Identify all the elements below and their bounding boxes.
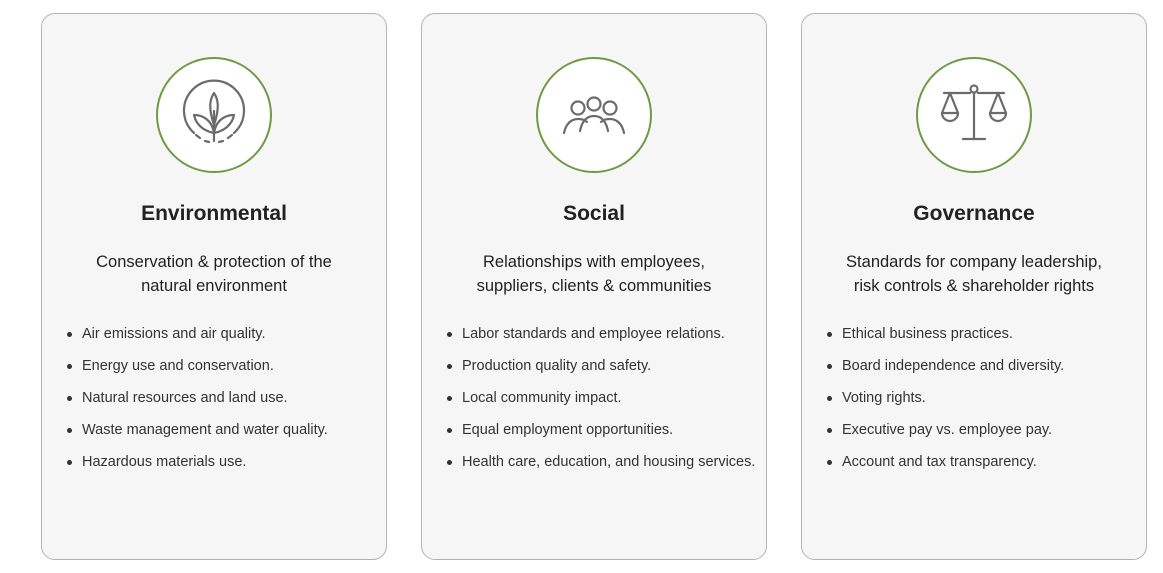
list-item: Waste management and water quality.: [67, 418, 376, 442]
list-item: Board independence and diversity.: [827, 354, 1136, 378]
environmental-card: Environmental Conservation & protection …: [41, 13, 387, 560]
social-icon-badge: [536, 57, 652, 173]
card-subtitle: Conservation & protection of the natural…: [60, 250, 368, 298]
card-subtitle-line: natural environment: [141, 277, 287, 295]
card-title: Governance: [913, 202, 1035, 225]
environmental-icon-badge: [156, 57, 272, 173]
governance-list: Ethical business practices. Board indepe…: [827, 322, 1136, 482]
leaf-sprout-icon: [182, 79, 246, 144]
list-item: Health care, education, and housing serv…: [447, 450, 756, 474]
card-subtitle-line: Conservation & protection of the: [96, 253, 332, 271]
list-item: Energy use and conservation.: [67, 354, 376, 378]
list-item: Ethical business practices.: [827, 322, 1136, 346]
card-subtitle: Standards for company leadership, risk c…: [820, 250, 1128, 298]
social-list: Labor standards and employee relations. …: [447, 322, 756, 482]
list-item: Production quality and safety.: [447, 354, 756, 378]
card-subtitle-line: Relationships with employees,: [483, 253, 705, 271]
list-item: Equal employment opportunities.: [447, 418, 756, 442]
list-item: Hazardous materials use.: [67, 450, 376, 474]
scales-icon: [940, 84, 1008, 141]
card-subtitle: Relationships with employees, suppliers,…: [440, 250, 748, 298]
people-group-icon: [562, 96, 626, 135]
list-item: Labor standards and employee relations.: [447, 322, 756, 346]
governance-icon-badge: [916, 57, 1032, 173]
card-title: Environmental: [141, 202, 287, 225]
list-item: Local community impact.: [447, 386, 756, 410]
environmental-list: Air emissions and air quality. Energy us…: [67, 322, 376, 482]
card-subtitle-line: risk controls & shareholder rights: [853, 277, 1095, 295]
governance-card: Governance Standards for company leaders…: [801, 13, 1147, 560]
list-item: Account and tax transparency.: [827, 450, 1136, 474]
social-card: Social Relationships with employees, sup…: [421, 13, 767, 560]
card-subtitle-line: suppliers, clients & communities: [476, 277, 712, 295]
card-subtitle-line: Standards for company leadership,: [846, 253, 1102, 271]
list-item: Air emissions and air quality.: [67, 322, 376, 346]
list-item: Voting rights.: [827, 386, 1136, 410]
card-title: Social: [563, 202, 625, 225]
list-item: Executive pay vs. employee pay.: [827, 418, 1136, 442]
list-item: Natural resources and land use.: [67, 386, 376, 410]
